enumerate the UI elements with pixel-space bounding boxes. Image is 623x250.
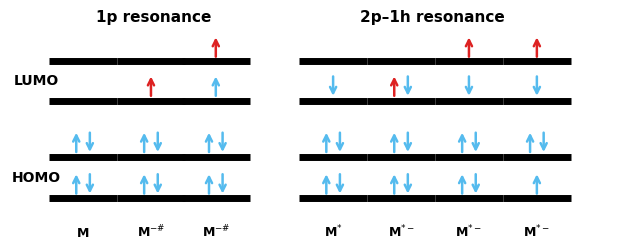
Text: 2p–1h resonance: 2p–1h resonance bbox=[359, 10, 504, 25]
Text: M$^{-\#}$: M$^{-\#}$ bbox=[201, 223, 230, 240]
Text: M$^{*-}$: M$^{*-}$ bbox=[455, 223, 482, 240]
Text: M$^{-\#}$: M$^{-\#}$ bbox=[136, 223, 165, 240]
Text: HOMO: HOMO bbox=[12, 170, 61, 184]
Text: M$^{*}$: M$^{*}$ bbox=[324, 223, 343, 240]
Text: LUMO: LUMO bbox=[14, 74, 59, 88]
Text: M$^{*-}$: M$^{*-}$ bbox=[523, 223, 550, 240]
Text: M$^{*-}$: M$^{*-}$ bbox=[388, 223, 414, 240]
Text: M: M bbox=[77, 227, 89, 240]
Text: 1p resonance: 1p resonance bbox=[97, 10, 212, 25]
